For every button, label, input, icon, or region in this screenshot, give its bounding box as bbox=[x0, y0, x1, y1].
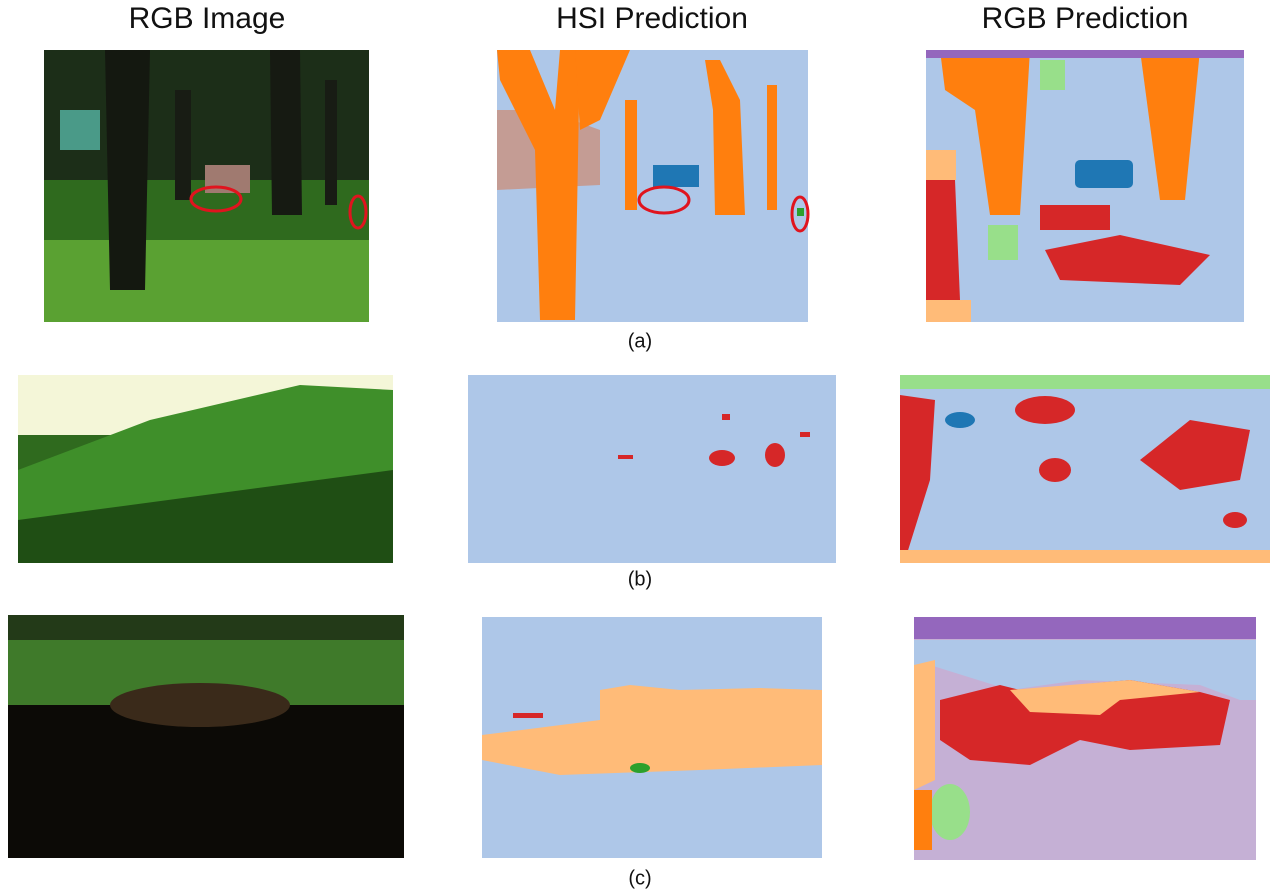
rgb-prediction-c bbox=[914, 617, 1256, 860]
row-label: (c) bbox=[628, 867, 651, 889]
rgb-prediction-b bbox=[900, 375, 1270, 563]
column-header: RGB Prediction bbox=[982, 2, 1189, 35]
hsi-prediction-b bbox=[468, 375, 836, 563]
row-label: (a) bbox=[628, 330, 652, 352]
rgb-image-b bbox=[18, 375, 393, 563]
rgb-image-c bbox=[8, 615, 404, 858]
rgb-image-a bbox=[44, 50, 369, 322]
hsi-prediction-c bbox=[482, 617, 822, 858]
page: RGB Image HSI Prediction RGB Prediction bbox=[0, 0, 1270, 892]
row-label: (b) bbox=[628, 568, 652, 590]
column-header: RGB Image bbox=[129, 2, 286, 35]
hsi-prediction-a bbox=[497, 50, 808, 322]
figure: RGB Image HSI Prediction RGB Prediction bbox=[0, 0, 1270, 892]
rgb-prediction-a bbox=[926, 50, 1244, 322]
column-header: HSI Prediction bbox=[556, 2, 748, 35]
